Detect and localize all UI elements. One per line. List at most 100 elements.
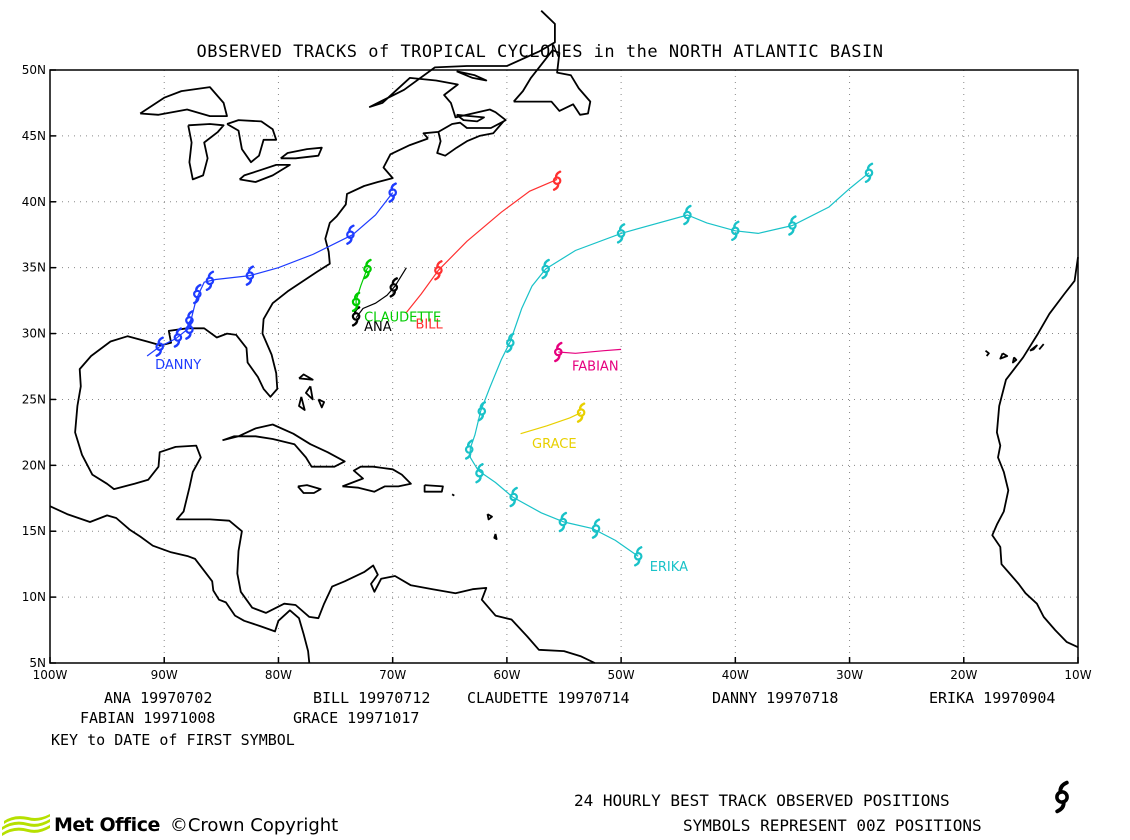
storm-position-symbol (558, 511, 568, 533)
storm-label: FABIAN (572, 360, 619, 375)
coastline (423, 484, 444, 493)
lat-tick-label: 45N (22, 129, 46, 143)
lon-tick-label: 60W (493, 668, 520, 682)
storm-position-symbol (245, 265, 255, 286)
lon-tick-label: 20W (950, 668, 977, 682)
lon-tick-label: 10W (1064, 668, 1091, 682)
storm-position-symbol (541, 258, 551, 280)
track-line (405, 178, 558, 313)
met-office-logo: Met Office ©Crown Copyright (2, 812, 338, 838)
storm-position-symbol (351, 291, 361, 313)
storm-position-symbol (346, 224, 355, 245)
lat-tick-label: 25N (22, 392, 46, 406)
storm-position-symbol (633, 546, 643, 567)
storm-position-symbol (683, 204, 692, 226)
storm-position-symbol (864, 162, 874, 184)
key-claudette: CLAUDETTE 19970714 (467, 689, 630, 707)
storm-position-symbol (193, 283, 202, 305)
lat-tick-label: 5N (29, 656, 46, 670)
coastline (280, 146, 323, 160)
storm-danny: DANNY (146, 182, 398, 373)
coastline (368, 10, 556, 140)
coastline (187, 123, 225, 181)
coastline (74, 137, 596, 664)
coastline (298, 373, 314, 381)
coastline (513, 49, 592, 116)
track-line (146, 192, 394, 357)
storm-label: BILL (416, 317, 444, 332)
lon-tick-label: 70W (379, 668, 406, 682)
storm-label: GRACE (532, 437, 577, 452)
lon-tick-label: 30W (836, 668, 863, 682)
storm-position-symbol (505, 332, 515, 353)
storm-position-symbol (389, 277, 399, 298)
coastline (49, 505, 311, 664)
lat-tick-label: 35N (22, 261, 46, 275)
storm-erika: ERIKA (464, 162, 874, 575)
coastline (139, 86, 228, 117)
storm-position-symbol (475, 463, 484, 484)
coastline (486, 513, 493, 521)
lat-tick-label: 20N (22, 458, 46, 472)
storm-position-symbol (788, 215, 797, 236)
storm-label: ERIKA (650, 560, 688, 575)
coastline (342, 465, 412, 493)
coastline (239, 163, 291, 183)
map-frame (49, 69, 1079, 664)
coastline (1038, 343, 1045, 350)
track-line (469, 172, 870, 557)
lon-tick-label: 80W (265, 668, 292, 682)
lat-tick-label: 30N (22, 327, 46, 341)
storm-position-symbol (173, 327, 183, 348)
key-fabian: FABIAN 19971008 (80, 709, 216, 727)
lat-tick-label: 15N (22, 524, 46, 538)
lat-lon-grid (50, 70, 1078, 663)
storm-position-symbol (185, 310, 194, 331)
coastline (436, 120, 505, 157)
storm-label: DANNY (155, 358, 201, 373)
coastline (317, 398, 326, 409)
lat-tick-label: 10N (22, 590, 46, 604)
coastline (984, 349, 990, 357)
coastline (991, 256, 1079, 649)
coastline (999, 352, 1009, 360)
track-line (355, 267, 407, 319)
storm-position-symbol (576, 402, 586, 423)
lon-tick-label: 40W (722, 668, 749, 682)
coastlines (49, 10, 1079, 664)
logo-text: Met Office (54, 814, 160, 836)
coastline (222, 423, 346, 468)
coastline (1029, 344, 1038, 352)
storm-position-symbol (205, 270, 215, 291)
lon-tick-label: 90W (151, 668, 178, 682)
cyclone-symbol-icon (1055, 780, 1069, 814)
footer-line2: SYMBOLS REPRESENT 00Z POSITIONS (683, 816, 982, 835)
lat-tick-label: 50N (22, 63, 46, 77)
lon-tick-label: 50W (608, 668, 635, 682)
storm-position-symbol (155, 336, 164, 357)
storm-position-symbol (591, 518, 601, 539)
coastline (456, 70, 488, 82)
track-line (558, 348, 622, 354)
key-bill: BILL 19970712 (313, 689, 431, 707)
storm-position-symbol (464, 439, 474, 460)
storm-label: CLAUDETTE (364, 311, 441, 326)
key-caption: KEY to DATE of FIRST SYMBOL (51, 731, 295, 749)
coastline (226, 119, 278, 164)
coastline (298, 396, 306, 411)
key-erika: ERIKA 19970904 (929, 689, 1056, 707)
storm-position-symbol (509, 486, 519, 508)
track-line (520, 412, 582, 435)
met-office-swoosh-icon (2, 814, 50, 836)
storm-position-symbol (434, 260, 443, 281)
axis-ticks: 100W 90W 80W 70W 60W 50W 40W 30W 20W 10W 50N 45N 40N… (22, 63, 1092, 682)
storm-position-symbol (553, 341, 563, 363)
lat-tick-label: 40N (22, 195, 46, 209)
lon-tick-label: 100W (33, 668, 68, 682)
coastline (304, 385, 314, 401)
key-grace: GRACE 19971017 (293, 709, 420, 727)
copyright-text: ©Crown Copyright (169, 814, 339, 836)
key-danny: DANNY 19970718 (712, 689, 839, 707)
storm-position-symbol (363, 258, 372, 280)
